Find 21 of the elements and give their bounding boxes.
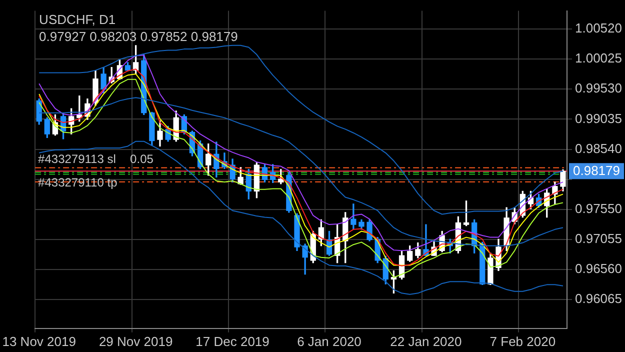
y-tick-label: 0.99035 (575, 110, 622, 126)
y-tick-label: 0.98540 (575, 140, 622, 156)
ref-line-label: #433279110 tp (38, 176, 118, 190)
y-tick-label: 0.97055 (575, 231, 622, 246)
annotation: 0.05 (130, 152, 154, 166)
x-tick-label: 7 Feb 2020 (490, 334, 556, 349)
chart-title: USDCHF, D1 (39, 12, 116, 27)
y-tick-label: 1.00025 (575, 50, 622, 66)
ref-line-label: #433279113 sl (38, 152, 116, 166)
y-tick-label: 0.99530 (575, 80, 622, 96)
x-tick-label: 13 Nov 2019 (2, 334, 76, 349)
y-tick-label: 0.96560 (575, 261, 622, 276)
ref-line-label: 0.98179 (573, 162, 620, 178)
x-tick-label: 29 Nov 2019 (98, 334, 173, 349)
text: 0.97927 0.98203 0.97852 0.98179 (39, 28, 238, 44)
y-tick-label: 0.96065 (575, 291, 622, 306)
y-tick-label: 1.00520 (575, 20, 622, 36)
x-tick-label: 22 Jan 2020 (390, 334, 462, 349)
x-tick-label: 6 Jan 2020 (297, 334, 362, 349)
y-tick-label: 0.97550 (575, 200, 622, 216)
x-tick-label: 17 Dec 2019 (196, 334, 270, 349)
